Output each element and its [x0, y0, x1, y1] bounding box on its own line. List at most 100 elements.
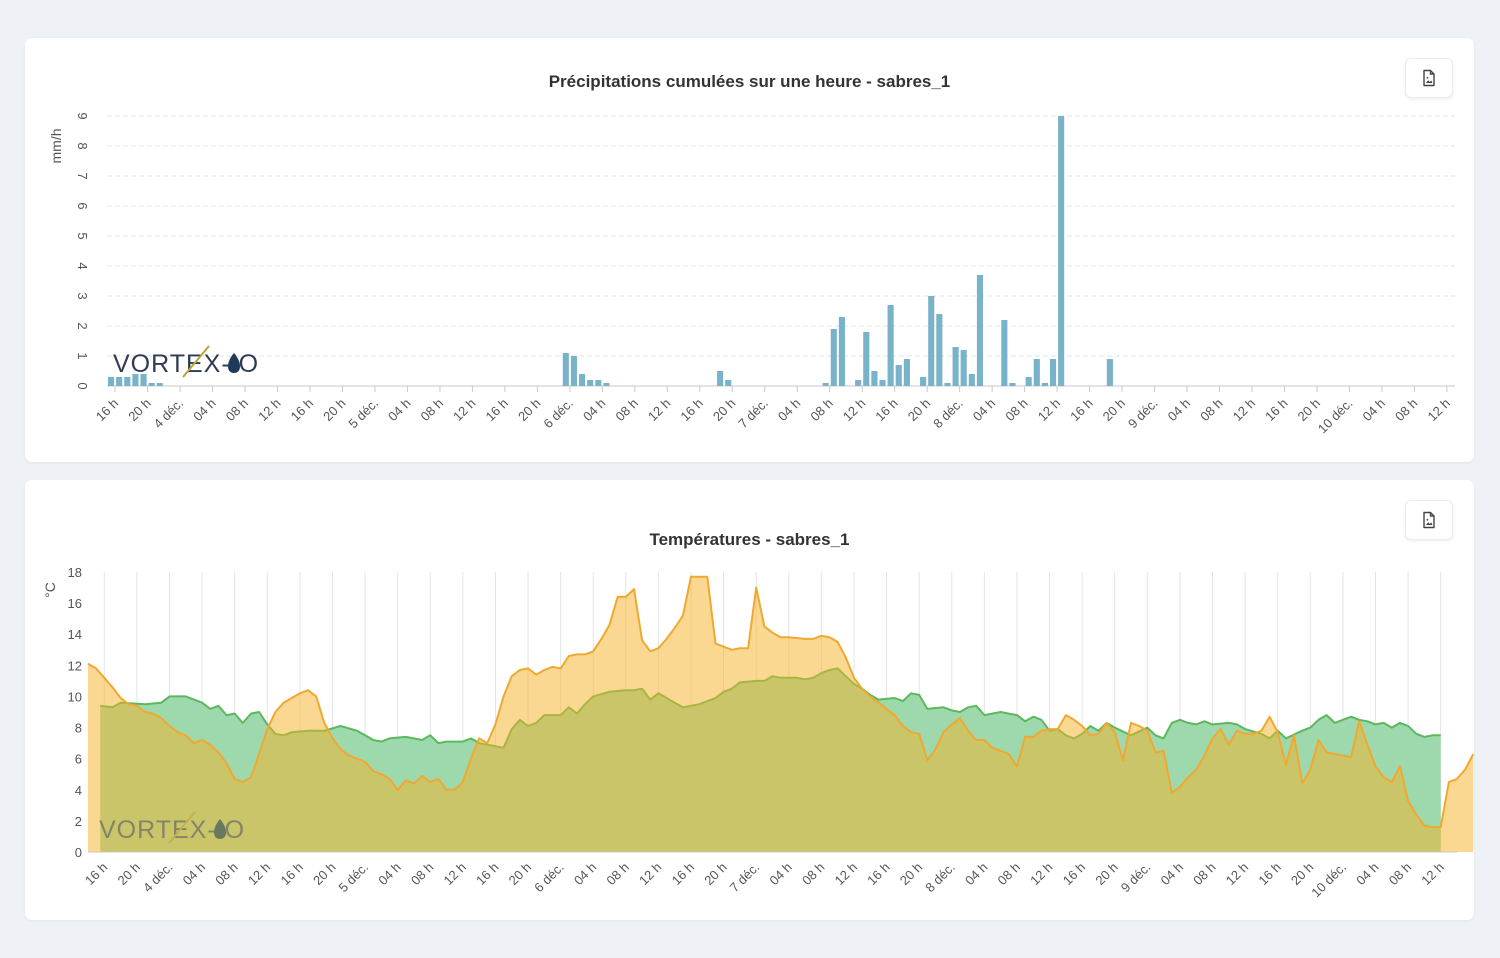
precip-bar: [116, 377, 123, 386]
temperature-series-1-area: [88, 576, 1474, 852]
precip-x-tick-label: 04 h: [385, 396, 414, 425]
temperature-vortex-logo: VORTEX-IO: [99, 811, 244, 844]
precip-y-tick: 5: [75, 232, 90, 239]
precip-y-tick: 0: [75, 382, 90, 389]
precip-y-tick: 8: [75, 142, 90, 149]
temperature-y-tick: 16: [68, 596, 82, 611]
precip-x-tick-label: 16 h: [288, 396, 317, 425]
precip-y-tick: 6: [75, 202, 90, 209]
temperature-y-tick: 6: [75, 752, 82, 767]
temperature-x-tick-label: 20 h: [506, 860, 535, 889]
precip-x-tick-label: 20 h: [125, 396, 154, 425]
precip-export-button[interactable]: [1405, 58, 1453, 98]
temperature-x-tick-label: 4 déc.: [140, 860, 176, 896]
precip-x-tick-label: 12 h: [255, 396, 284, 425]
precip-bar: [562, 353, 569, 386]
precip-bar: [960, 350, 967, 386]
temperature-x-tick-label: 16 h: [1060, 860, 1089, 889]
temperature-y-tick: 10: [68, 689, 82, 704]
temperature-x-tick-label: 6 déc.: [531, 860, 567, 896]
temperature-x-tick-label: 5 déc.: [336, 860, 372, 896]
temperature-x-tick-label: 10 déc.: [1308, 860, 1349, 901]
precip-bar: [132, 374, 139, 386]
precip-bar: [156, 383, 163, 386]
precip-bar: [976, 275, 984, 386]
temperature-y-tick: 4: [75, 783, 82, 798]
precip-bar: [578, 374, 586, 386]
temperature-x-tick-label: 20 h: [1288, 860, 1317, 889]
precip-x-tick-label: 20 h: [515, 396, 544, 425]
temperature-x-tick-label: 20 h: [115, 860, 144, 889]
precip-bar: [725, 380, 732, 386]
precip-x-tick-label: 16 h: [872, 396, 901, 425]
temperature-x-tick-label: 04 h: [962, 860, 991, 889]
precip-x-tick-label: 08 h: [418, 396, 447, 425]
temperature-x-tick-label: 16 h: [473, 860, 502, 889]
precip-x-tick-label: 6 déc.: [540, 396, 576, 432]
precip-x-tick-label: 08 h: [612, 396, 641, 425]
precip-x-tick-label: 20 h: [320, 396, 349, 425]
precip-bar: [879, 380, 886, 386]
precip-x-tick-label: 04 h: [190, 396, 219, 425]
precip-x-tick-label: 12 h: [645, 396, 674, 425]
temperature-x-tick-label: 08 h: [1190, 860, 1219, 889]
temperature-x-tick-label: 08 h: [408, 860, 437, 889]
precip-x-tick-label: 08 h: [1392, 396, 1421, 425]
precip-x-tick-label: 08 h: [1197, 396, 1226, 425]
temperature-x-tick-label: 08 h: [212, 860, 241, 889]
temperature-y-tick: 18: [68, 565, 82, 580]
temperature-y-axis-title: °C: [42, 582, 58, 598]
precip-bar: [871, 371, 878, 386]
temperature-x-tick-label: 16 h: [277, 860, 306, 889]
temperature-x-tick-label: 20 h: [310, 860, 339, 889]
precip-x-tick-label: 16 h: [677, 396, 706, 425]
precip-bar: [855, 380, 862, 386]
temperature-x-tick-label: 16 h: [669, 860, 698, 889]
precip-bar: [863, 332, 870, 386]
temperature-x-tick-label: 20 h: [1092, 860, 1121, 889]
temperature-x-tick-label: 12 h: [1223, 860, 1252, 889]
precip-y-tick: 7: [75, 172, 90, 179]
temperature-x-tick-label: 04 h: [571, 860, 600, 889]
precip-x-tick-label: 04 h: [580, 396, 609, 425]
precip-x-tick-label: 16 h: [1067, 396, 1096, 425]
precip-x-tick-label: 7 déc.: [735, 396, 771, 432]
precip-bar: [148, 383, 155, 386]
precip-bar: [936, 314, 943, 386]
temperature-x-tick-label: 04 h: [180, 860, 209, 889]
precip-bar: [1058, 116, 1065, 386]
precip-y-tick: 1: [75, 352, 90, 359]
precip-x-tick-label: 16 h: [1262, 396, 1291, 425]
precip-bar: [124, 377, 131, 386]
precip-bar: [717, 371, 724, 386]
temperature-series-1-line: [87, 575, 1474, 829]
precip-x-tick-label: 8 déc.: [930, 396, 966, 432]
precip-bar: [108, 377, 115, 386]
precip-y-tick: 4: [75, 262, 90, 269]
precip-bar: [944, 383, 951, 386]
document-image-icon: [1423, 69, 1435, 87]
temperature-x-tick-label: 04 h: [766, 860, 795, 889]
temperature-y-tick: 8: [75, 721, 82, 736]
temperature-x-tick-label: 12 h: [832, 860, 861, 889]
precip-chart-card: Précipitations cumulées sur une heure - …: [25, 38, 1474, 462]
precip-bar: [1049, 359, 1057, 386]
precip-vortex-logo: VORTEX-IO: [113, 345, 258, 378]
precip-bar: [928, 296, 935, 386]
precip-bar: [587, 380, 594, 386]
temperature-x-tick-label: 16 h: [1255, 860, 1284, 889]
temperature-y-tick: 12: [68, 658, 82, 673]
precip-bar: [595, 380, 602, 386]
temperature-export-button[interactable]: [1405, 500, 1453, 540]
temperature-x-tick-label: 8 déc.: [922, 860, 958, 896]
precip-x-tick-label: 20 h: [905, 396, 934, 425]
precip-bar: [140, 374, 147, 386]
temperature-x-tick-label: 04 h: [1353, 860, 1382, 889]
precip-bar: [903, 359, 910, 386]
temperature-x-tick-label: 08 h: [799, 860, 828, 889]
precip-x-tick-label: 10 déc.: [1315, 396, 1356, 437]
temperature-y-tick: 14: [68, 627, 82, 642]
precip-x-tick-label: 12 h: [1230, 396, 1259, 425]
